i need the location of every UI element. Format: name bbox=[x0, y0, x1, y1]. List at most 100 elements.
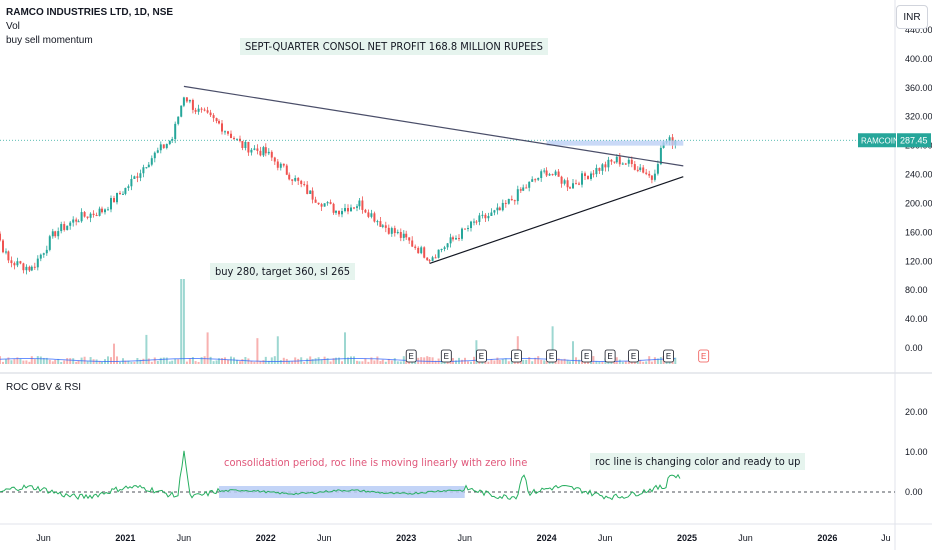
candle-body bbox=[77, 221, 80, 223]
candle-body bbox=[191, 99, 194, 110]
volume-bar bbox=[390, 360, 393, 364]
volume-indicator-label[interactable]: Vol bbox=[6, 21, 20, 32]
volume-bar bbox=[338, 357, 340, 364]
volume-bar bbox=[66, 358, 69, 364]
earnings-marker-label: E bbox=[444, 352, 449, 361]
volume-bar bbox=[493, 360, 496, 364]
volume-bar bbox=[177, 359, 180, 364]
volume-bar bbox=[423, 357, 426, 364]
candle-body bbox=[0, 233, 1, 241]
candle-body bbox=[618, 156, 621, 165]
earnings-marker-label: E bbox=[409, 352, 414, 361]
volume-bar bbox=[540, 359, 543, 364]
earnings-marker: E bbox=[604, 349, 616, 363]
volume-bar bbox=[259, 361, 262, 364]
price-tick-label: 0.00 bbox=[905, 343, 923, 353]
candle-body bbox=[548, 174, 551, 176]
candle-body bbox=[22, 263, 25, 271]
candle-body bbox=[326, 202, 329, 204]
volume-bar bbox=[566, 360, 569, 364]
volume-bar bbox=[75, 361, 78, 364]
volume-bar bbox=[353, 356, 355, 364]
volume-bar bbox=[168, 361, 171, 364]
volume-bar bbox=[645, 361, 648, 364]
volume-bar bbox=[501, 359, 504, 364]
candle-body bbox=[329, 202, 332, 204]
candle-body bbox=[446, 243, 449, 248]
volume-bar bbox=[5, 359, 7, 364]
volume-bar bbox=[306, 358, 309, 364]
candle-body bbox=[668, 137, 671, 142]
volume-bar bbox=[347, 357, 349, 364]
volume-bar bbox=[344, 332, 346, 364]
volume-bar bbox=[569, 361, 571, 364]
earnings-marker: E bbox=[546, 349, 557, 363]
consolidation-annotation: consolidation period, roc line is moving… bbox=[224, 456, 528, 469]
candle-body bbox=[408, 237, 411, 241]
candle-body bbox=[534, 179, 537, 181]
candle-body bbox=[119, 192, 121, 195]
volume-bar bbox=[496, 357, 499, 364]
volume-bar bbox=[461, 359, 463, 364]
candle-body bbox=[587, 175, 589, 179]
volume-bar bbox=[317, 357, 320, 364]
candle-body bbox=[86, 216, 89, 218]
candle-body bbox=[484, 214, 487, 219]
volume-bar bbox=[361, 361, 364, 364]
candle-body bbox=[443, 247, 446, 250]
volume-bar bbox=[426, 356, 429, 364]
time-tick-label: 2024 bbox=[537, 533, 557, 543]
candle-body bbox=[607, 159, 610, 168]
candle-body bbox=[545, 170, 548, 176]
candle-body bbox=[639, 167, 642, 170]
volume-bar bbox=[291, 361, 294, 364]
candle-body bbox=[279, 163, 282, 168]
time-tick-label: Jun bbox=[177, 533, 192, 543]
time-tick-label: 2023 bbox=[396, 533, 416, 543]
volume-bar bbox=[560, 359, 563, 364]
momentum-indicator-label[interactable]: buy sell momentum bbox=[6, 35, 93, 46]
candle-body bbox=[572, 183, 574, 189]
candle-body bbox=[353, 207, 355, 209]
time-tick-label: Jun bbox=[738, 533, 753, 543]
candle-body bbox=[379, 221, 382, 227]
volume-bar bbox=[194, 361, 197, 364]
volume-bar bbox=[314, 358, 317, 364]
candle-body bbox=[341, 211, 343, 215]
candle-body bbox=[250, 149, 253, 153]
volume-bar bbox=[142, 358, 145, 364]
price-tick-label: 360.00 bbox=[905, 83, 932, 93]
volume-bar bbox=[124, 360, 127, 364]
volume-bar bbox=[153, 357, 156, 364]
candle-body bbox=[473, 221, 475, 223]
candle-body bbox=[464, 228, 466, 230]
time-tick-label: Jun bbox=[457, 533, 472, 543]
candle-body bbox=[487, 215, 490, 219]
candle-body bbox=[335, 210, 337, 213]
candle-body bbox=[522, 187, 525, 191]
candle-body bbox=[648, 173, 651, 176]
candle-body bbox=[259, 150, 262, 156]
earnings-marker-label: E bbox=[607, 352, 612, 361]
volume-bar bbox=[543, 360, 546, 364]
price-tick-label: 200.00 bbox=[905, 198, 932, 208]
time-tick-label: 2026 bbox=[817, 533, 837, 543]
earnings-marker-label: E bbox=[631, 352, 636, 361]
candle-body bbox=[387, 227, 390, 234]
candle-body bbox=[221, 123, 223, 132]
candle-body bbox=[69, 222, 72, 226]
candle-body bbox=[393, 228, 396, 234]
volume-bar bbox=[165, 357, 168, 364]
volume-bar bbox=[329, 361, 332, 364]
candle-body bbox=[531, 179, 534, 182]
candle-body bbox=[604, 164, 607, 168]
volume-bar bbox=[507, 361, 510, 364]
volume-bar bbox=[110, 357, 112, 364]
candle-body bbox=[177, 116, 180, 124]
volume-bar bbox=[320, 359, 323, 364]
earnings-marker-box bbox=[581, 349, 593, 363]
consolidation-zone bbox=[219, 486, 465, 498]
currency-button[interactable]: INR bbox=[896, 5, 928, 29]
volume-bar bbox=[150, 361, 153, 364]
